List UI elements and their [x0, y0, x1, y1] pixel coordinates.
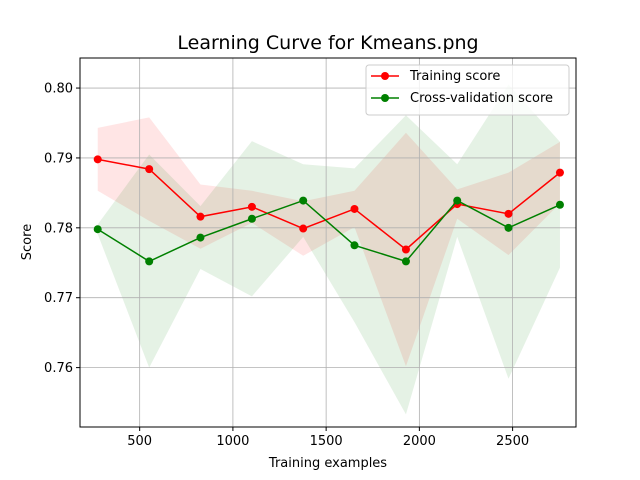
legend-marker-cv: [381, 94, 389, 102]
series-1-point-1: [145, 257, 154, 266]
y-axis-label: Score: [20, 224, 35, 260]
series-lines: [93, 155, 564, 266]
x-tick-label-3: 2000: [403, 434, 436, 449]
series-1-point-5: [350, 241, 359, 250]
series-1-point-0: [93, 225, 102, 234]
series-0-point-6: [401, 245, 410, 254]
score-bands: [97, 84, 560, 415]
series-1-point-7: [453, 196, 462, 205]
chart-title: Learning Curve for Kmeans.png: [177, 32, 478, 54]
series-0-point-1: [145, 165, 154, 174]
series-0-point-4: [299, 224, 308, 233]
series-1-point-2: [196, 233, 205, 242]
legend: Training score Cross-validation score: [365, 64, 570, 116]
series-1-point-3: [247, 214, 256, 223]
y-tick-label-1: 0.77: [44, 291, 73, 306]
y-tick-label-2: 0.78: [44, 221, 73, 236]
y-tick-label-3: 0.79: [44, 151, 73, 166]
x-axis-ticks: 500 1000 1500 2000 2500: [127, 427, 529, 449]
legend-label-training: Training score: [409, 69, 500, 84]
series-0-point-5: [350, 204, 359, 213]
y-axis-ticks: 0.76 0.77 0.78 0.79 0.80: [44, 82, 80, 376]
x-tick-label-0: 500: [127, 434, 152, 449]
series-line-1: [97, 199, 561, 263]
band-series-1: [97, 84, 560, 415]
x-tick-label-4: 2500: [496, 434, 529, 449]
series-0-point-9: [555, 168, 564, 177]
y-tick-label-4: 0.80: [44, 82, 73, 97]
series-1-point-9: [555, 200, 564, 209]
band-series-0: [97, 117, 560, 367]
x-axis-label: Training examples: [268, 456, 387, 471]
plot-area-frame: [79, 57, 577, 428]
legend-box: [365, 64, 570, 116]
series-0-point-8: [504, 209, 513, 218]
series-1-point-8: [504, 223, 513, 232]
y-tick-label-0: 0.76: [44, 361, 73, 376]
legend-marker-training: [381, 72, 389, 80]
series-1-point-4: [299, 196, 308, 205]
series-1-point-6: [401, 257, 410, 266]
x-tick-label-2: 1500: [310, 434, 343, 449]
series-0-point-2: [196, 212, 205, 221]
x-tick-label-1: 1000: [216, 434, 249, 449]
series-0-point-3: [247, 202, 256, 211]
legend-label-cv: Cross-validation score: [410, 91, 553, 106]
series-line-0: [97, 158, 561, 251]
series-0-point-0: [93, 155, 102, 164]
